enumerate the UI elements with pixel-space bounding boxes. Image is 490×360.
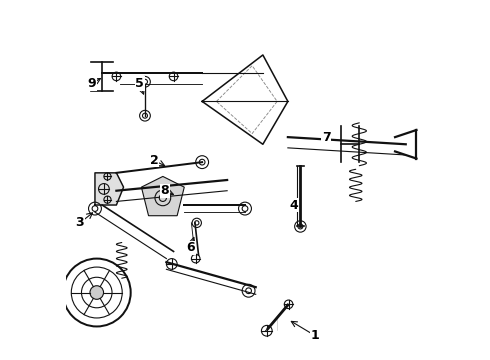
Text: 6: 6 xyxy=(186,241,195,255)
Text: 5: 5 xyxy=(135,77,144,90)
Text: 9: 9 xyxy=(88,77,97,90)
Text: 8: 8 xyxy=(160,184,169,197)
Polygon shape xyxy=(95,173,123,205)
Polygon shape xyxy=(142,176,184,216)
Text: 1: 1 xyxy=(310,329,319,342)
Text: 4: 4 xyxy=(290,198,299,212)
Text: 7: 7 xyxy=(322,131,331,144)
Text: 3: 3 xyxy=(75,216,84,229)
Text: 2: 2 xyxy=(149,154,158,167)
Circle shape xyxy=(90,286,103,299)
